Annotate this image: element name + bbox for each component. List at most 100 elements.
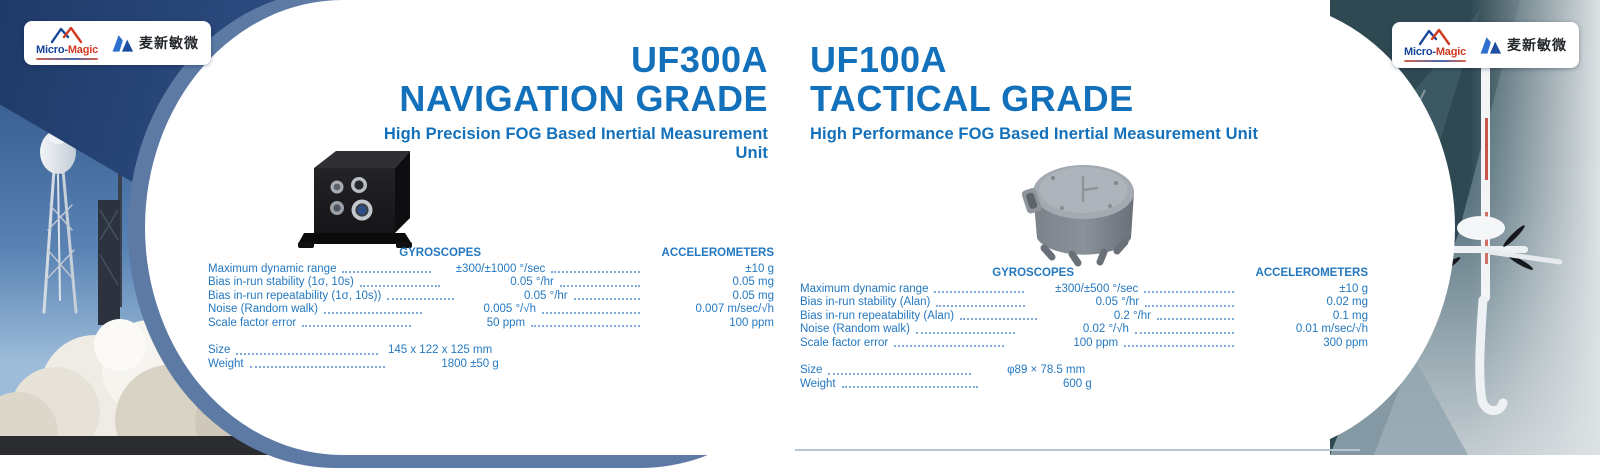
mx-company-name: 麦新敏微 [139,35,199,51]
dotted-leader [541,311,640,314]
weight-value: 1800 ±50 g [441,357,499,370]
dotted-leader [828,372,972,375]
dotted-leader [359,284,440,287]
spec-label: Maximum dynamic range [208,262,337,275]
mx-triangle-m-icon [112,35,134,52]
mx-logo: 麦新敏微 [110,33,199,53]
dotted-leader [960,317,1038,320]
spec-row: Noise (Random walk) 0.005 °/√h 0.007 m/s… [208,303,774,317]
gyro-value: 0.2 °/hr [1113,309,1152,322]
spec-header-row: GYROSCOPES ACCELEROMETERS [800,267,1368,281]
product-subtitle: High Performance FOG Based Inertial Meas… [810,125,1259,143]
size-row: Size φ89 × 78.5 mm [800,364,1368,378]
spec-row: Scale factor error 100 ppm 300 ppm [800,337,1368,351]
size-value: φ89 × 78.5 mm [1007,364,1086,376]
spec-row: Bias in-run stability (Alan) 0.05 °/hr 0… [800,296,1368,310]
accel-value: ±10 g [745,262,774,275]
size-label: Size [208,344,231,356]
product-grade-title: NAVIGATION GRADE [399,78,768,119]
dotted-leader [1144,290,1234,293]
uf300a-spec-table: GYROSCOPES ACCELEROMETERS Maximum dynami… [208,247,774,371]
brand-badge-right: Micro-Magic 麦新敏微 [1392,22,1579,68]
spec-label: Bias in-run stability (1σ, 10s) [208,276,354,288]
dotted-leader [236,352,379,355]
bottom-divider-line [795,449,1360,451]
accel-value: 0.01 m/sec/√h [1295,323,1368,335]
weight-row: Weight 600 g [800,378,1368,392]
spec-label: Bias in-run repeatability (Alan) [800,309,955,322]
weight-label: Weight [208,357,244,370]
mx-logo: 麦新敏微 [1478,35,1567,55]
accel-value: 100 ppm [729,316,774,329]
product-subtitle: High Precision FOG Based Inertial Measur… [383,125,768,162]
accel-value: ±10 g [1339,282,1368,295]
uf100a-product-image [1020,150,1145,273]
spec-row: Maximum dynamic range ±300/±1000 °/sec ±… [208,263,774,277]
column-header-accelerometers: ACCELEROMETERS [1255,267,1368,279]
column-header-gyroscopes: GYROSCOPES [399,247,481,259]
dotted-leader [934,290,1025,293]
weight-value: 600 g [1063,377,1092,390]
gyro-value: 100 ppm [1073,336,1119,349]
weight-label: Weight [800,377,836,390]
gyro-value: 0.005 °/√h [483,303,536,315]
column-header-accelerometers: ACCELEROMETERS [661,247,774,259]
size-row: Size 145 x 122 x 125 mm [208,344,774,358]
micro-magic-tagline-bar [36,57,98,60]
weight-row: Weight 1800 ±50 g [208,358,774,372]
dotted-leader [323,311,422,314]
dotted-leader [936,304,1026,307]
spec-label: Bias in-run stability (Alan) [800,296,931,308]
size-label: Size [800,364,823,376]
accel-value: 0.05 mg [732,289,774,302]
uf100a-spec-table: GYROSCOPES ACCELEROMETERS Maximum dynami… [800,267,1368,391]
mx-triangle-m-icon [1480,37,1502,54]
gyro-value: 0.02 °/√h [1082,323,1129,335]
spec-row: Noise (Random walk) 0.02 °/√h 0.01 m/sec… [800,323,1368,337]
spec-row: Bias in-run repeatability (Alan) 0.2 °/h… [800,310,1368,324]
micro-magic-wordmark: Micro-Magic [1404,46,1466,58]
gyro-value: 50 ppm [486,316,526,329]
column-header-gyroscopes: GYROSCOPES [992,267,1074,279]
dotted-leader [302,324,412,327]
dotted-leader [1134,331,1234,334]
spec-label: Bias in-run repeatability (1σ, 10s)) [208,289,382,302]
uf300a-product-image [296,138,414,255]
mx-company-name: 麦新敏微 [1507,37,1567,53]
accel-value: 0.05 mg [732,276,774,288]
accel-value: 0.02 mg [1326,296,1368,308]
spec-row: Bias in-run repeatability (1σ, 10s)) 0.0… [208,290,774,304]
micro-magic-tagline-bar [1404,59,1466,62]
product-model-title: UF100A [810,39,948,80]
gyro-value: 0.05 °/hr [1095,296,1140,308]
dotted-leader [342,270,432,273]
micro-magic-wordmark: Micro-Magic [36,44,98,56]
spec-row: Maximum dynamic range ±300/±500 °/sec ±1… [800,283,1368,297]
size-value: 145 x 122 x 125 mm [387,344,493,356]
spec-label: Scale factor error [800,336,889,349]
brand-badge-left: Micro-Magic 麦新敏微 [24,21,211,65]
dotted-leader [573,297,640,300]
dotted-leader [1157,317,1234,320]
dotted-leader [1124,344,1234,347]
spec-label: Maximum dynamic range [800,282,929,295]
micro-magic-logo: Micro-Magic [36,26,98,60]
uf100a-heading-block: UF100A TACTICAL GRADE High Performance F… [810,40,1370,144]
dotted-leader [559,284,640,287]
micro-magic-logo: Micro-Magic [1404,28,1466,62]
micro-magic-mountain-icon [1418,28,1451,46]
dotted-leader [841,385,978,388]
gyro-value: ±300/±1000 °/sec [455,262,546,275]
spec-header-row: GYROSCOPES ACCELEROMETERS [208,247,774,261]
spec-label: Noise (Random walk) [208,303,318,315]
product-grade-title: TACTICAL GRADE [810,78,1134,119]
dotted-leader [915,331,1015,334]
dotted-leader [1145,304,1234,307]
gyro-value: 0.05 °/hr [524,289,568,302]
dotted-leader [387,297,454,300]
uav-drone [1430,26,1563,415]
gyro-value: ±300/±500 °/sec [1055,282,1139,295]
dotted-leader [894,344,1005,347]
dotted-leader [551,270,640,273]
spec-row: Bias in-run stability (1σ, 10s) 0.05 °/h… [208,276,774,290]
